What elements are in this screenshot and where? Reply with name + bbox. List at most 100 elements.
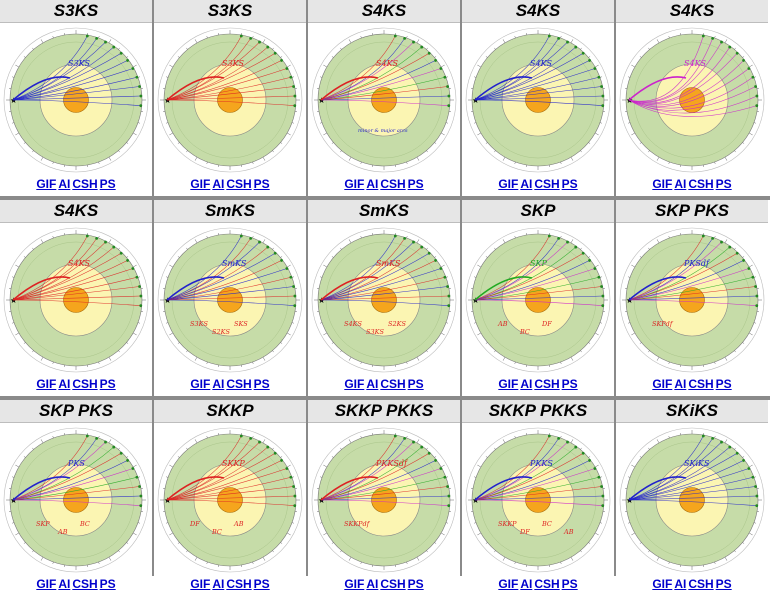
link-ps[interactable]: PS xyxy=(716,577,732,591)
link-csh[interactable]: CSH xyxy=(72,577,97,591)
link-gif[interactable]: GIF xyxy=(498,177,518,191)
link-ai[interactable]: AI xyxy=(674,577,686,591)
receiver-icon xyxy=(292,285,295,288)
link-csh[interactable]: CSH xyxy=(534,177,559,191)
receiver-icon xyxy=(711,237,714,240)
earth-cross-section[interactable]: ★S4KS xyxy=(616,24,768,176)
link-ps[interactable]: PS xyxy=(716,377,732,391)
link-gif[interactable]: GIF xyxy=(652,377,672,391)
link-ps[interactable]: PS xyxy=(562,377,578,391)
link-ai[interactable]: AI xyxy=(520,377,532,391)
link-gif[interactable]: GIF xyxy=(36,577,56,591)
link-ai[interactable]: AI xyxy=(58,577,70,591)
receiver-icon xyxy=(403,437,406,440)
link-ps[interactable]: PS xyxy=(716,177,732,191)
link-ai[interactable]: AI xyxy=(674,377,686,391)
link-ps[interactable]: PS xyxy=(254,577,270,591)
link-gif[interactable]: GIF xyxy=(498,377,518,391)
earth-cross-section[interactable]: ★SKiKS xyxy=(616,424,768,576)
link-ai[interactable]: AI xyxy=(366,177,378,191)
link-csh[interactable]: CSH xyxy=(688,177,713,191)
link-csh[interactable]: CSH xyxy=(688,577,713,591)
link-csh[interactable]: CSH xyxy=(226,577,251,591)
earth-cross-section[interactable]: ★S3KS xyxy=(154,24,306,176)
link-gif[interactable]: GIF xyxy=(36,377,56,391)
receiver-icon xyxy=(293,104,296,107)
link-ai[interactable]: AI xyxy=(520,577,532,591)
link-ai[interactable]: AI xyxy=(366,577,378,591)
link-gif[interactable]: GIF xyxy=(344,377,364,391)
earth-cross-section[interactable]: ★S3KS xyxy=(0,24,152,176)
link-csh[interactable]: CSH xyxy=(380,177,405,191)
link-csh[interactable]: CSH xyxy=(380,577,405,591)
link-csh[interactable]: CSH xyxy=(226,377,251,391)
link-csh[interactable]: CSH xyxy=(226,177,251,191)
receiver-icon xyxy=(439,467,442,470)
receiver-icon xyxy=(574,246,577,249)
earth-cross-section[interactable]: ★S4KS xyxy=(0,224,152,376)
link-csh[interactable]: CSH xyxy=(534,377,559,391)
link-csh[interactable]: CSH xyxy=(380,377,405,391)
link-csh[interactable]: CSH xyxy=(534,577,559,591)
receiver-icon xyxy=(293,304,296,307)
receiver-icon xyxy=(240,35,243,38)
link-gif[interactable]: GIF xyxy=(190,177,210,191)
receiver-icon xyxy=(728,46,731,49)
link-ai[interactable]: AI xyxy=(58,377,70,391)
link-ps[interactable]: PS xyxy=(100,377,116,391)
link-gif[interactable]: GIF xyxy=(344,177,364,191)
link-ai[interactable]: AI xyxy=(212,377,224,391)
link-ps[interactable]: PS xyxy=(100,177,116,191)
link-gif[interactable]: GIF xyxy=(344,577,364,591)
link-csh[interactable]: CSH xyxy=(72,377,97,391)
link-ps[interactable]: PS xyxy=(408,177,424,191)
link-ai[interactable]: AI xyxy=(366,377,378,391)
receiver-icon xyxy=(588,459,591,462)
receiver-icon xyxy=(434,259,437,262)
link-gif[interactable]: GIF xyxy=(36,177,56,191)
link-ai[interactable]: AI xyxy=(674,177,686,191)
link-csh[interactable]: CSH xyxy=(72,177,97,191)
receiver-icon xyxy=(711,437,714,440)
receiver-icon xyxy=(403,237,406,240)
link-ps[interactable]: PS xyxy=(408,377,424,391)
link-csh[interactable]: CSH xyxy=(688,377,713,391)
phase-sublabel: S2KS xyxy=(388,320,406,328)
receiver-icon xyxy=(593,267,596,270)
earth-cross-section[interactable]: ★S4KS xyxy=(462,24,614,176)
receiver-icon xyxy=(289,476,292,479)
link-ps[interactable]: PS xyxy=(100,577,116,591)
link-gif[interactable]: GIF xyxy=(190,377,210,391)
phase-sublabel: BC xyxy=(79,520,90,528)
phase-sublabel: BC xyxy=(519,328,530,336)
receiver-icon xyxy=(601,104,604,107)
link-gif[interactable]: GIF xyxy=(652,177,672,191)
link-gif[interactable]: GIF xyxy=(652,577,672,591)
inner-core xyxy=(372,288,397,313)
link-gif[interactable]: GIF xyxy=(190,577,210,591)
receiver-icon xyxy=(601,495,604,498)
receiver-icon xyxy=(240,435,243,438)
link-gif[interactable]: GIF xyxy=(498,577,518,591)
link-ps[interactable]: PS xyxy=(562,577,578,591)
link-ai[interactable]: AI xyxy=(520,177,532,191)
phase-sublabel: AB xyxy=(57,528,68,536)
link-ps[interactable]: PS xyxy=(408,577,424,591)
link-ai[interactable]: AI xyxy=(58,177,70,191)
link-ai[interactable]: AI xyxy=(212,177,224,191)
inner-core xyxy=(526,488,551,513)
link-ps[interactable]: PS xyxy=(254,377,270,391)
link-ai[interactable]: AI xyxy=(212,577,224,591)
link-ps[interactable]: PS xyxy=(254,177,270,191)
link-ps[interactable]: PS xyxy=(562,177,578,191)
